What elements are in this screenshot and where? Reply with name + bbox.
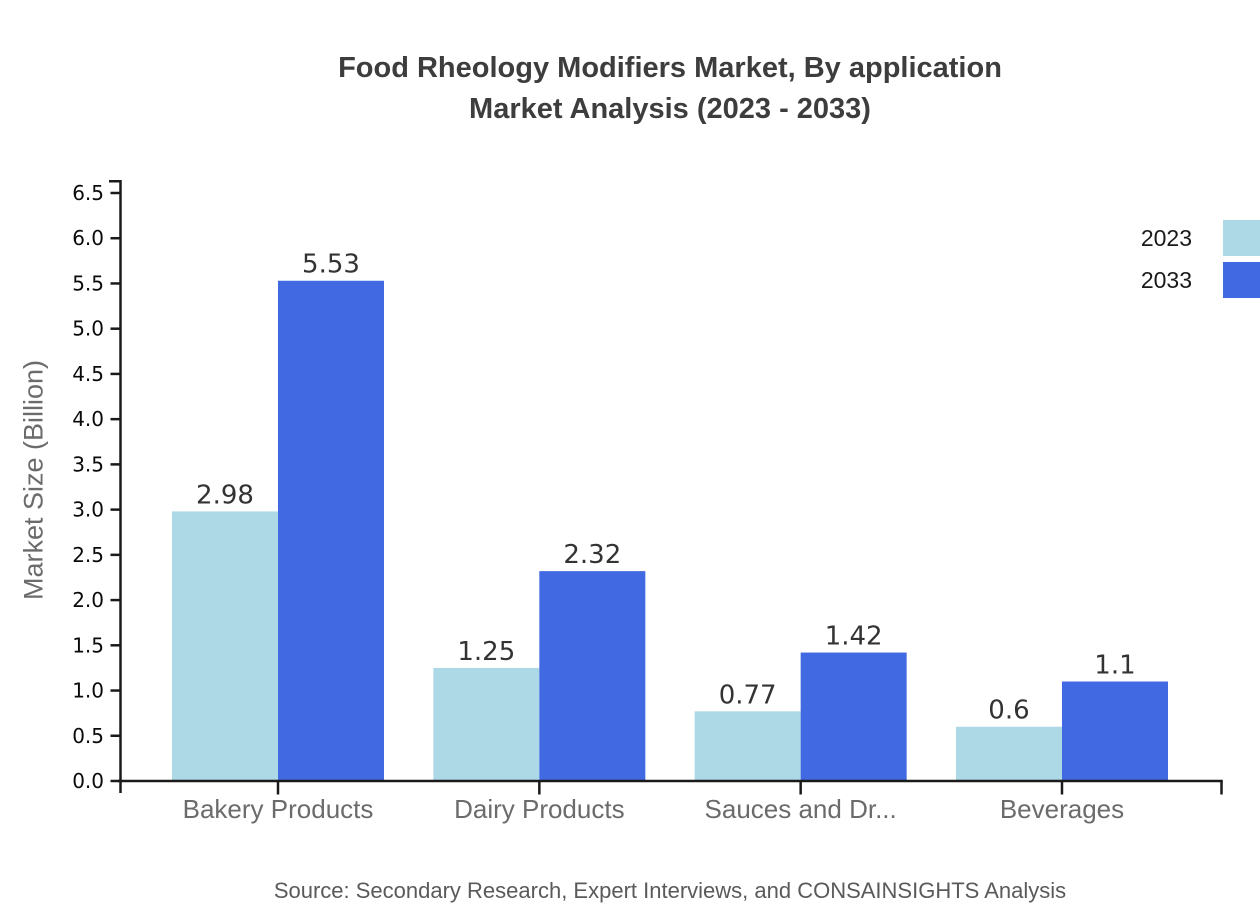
bar-2033-beverages: [1061, 681, 1168, 781]
chart-title-line2: Market Analysis (2023 - 2033): [469, 93, 871, 125]
y-axis-tick-label: 4.5: [72, 362, 104, 386]
value-label-2023: 2.98: [196, 480, 254, 510]
x-axis-category-label: Dairy Products: [454, 794, 625, 824]
legend-item-2023: 2023: [1141, 220, 1260, 256]
y-axis-tick-label: 6.5: [72, 181, 104, 205]
legend-item-2033: 2033: [1141, 262, 1260, 298]
bar-2023-dairy-products: [433, 667, 540, 781]
value-label-2033: 1.1: [1094, 650, 1135, 680]
legend: 2023 2033: [1141, 220, 1260, 304]
y-axis-tick-label: 1.0: [72, 679, 104, 703]
legend-label-2023: 2023: [1140, 224, 1192, 251]
y-axis-tick-label: 0.0: [72, 769, 104, 793]
bar-2033-dairy-products: [539, 571, 646, 781]
y-axis-tick-label: 3.0: [72, 498, 104, 522]
source-attribution: Source: Secondary Research, Expert Inter…: [273, 878, 1067, 903]
y-axis-tick-label: 3.5: [72, 452, 104, 476]
y-axis-tick-label: 4.0: [72, 407, 104, 431]
bar-2023-beverages: [955, 726, 1062, 781]
bar-2023-bakery-products: [172, 511, 278, 781]
value-label-2023: 0.77: [719, 680, 777, 710]
x-axis-category-label: Sauces and Dr...: [705, 794, 897, 824]
value-label-2023: 0.6: [988, 696, 1029, 726]
y-axis-title: Market Size (Billion): [18, 359, 49, 601]
y-axis-tick-label: 6.0: [72, 226, 104, 250]
legend-swatch-2023-icon: [1223, 220, 1260, 256]
value-label-2033: 5.53: [302, 250, 360, 280]
value-label-2033: 2.32: [563, 540, 621, 570]
chart-title: Food Rheology Modifiers Market, By appli…: [0, 48, 1260, 130]
bar-2033-bakery-products: [278, 280, 384, 781]
x-axis-category-label: Bakery Products: [183, 794, 374, 824]
legend-label-2033: 2033: [1140, 266, 1192, 293]
y-axis-tick-label: 5.0: [72, 317, 104, 341]
y-axis-tick-label: 2.5: [72, 543, 104, 567]
x-axis-category-label: Beverages: [1000, 794, 1124, 824]
y-axis-tick-label: 0.5: [72, 724, 104, 748]
chart-title-line1: Food Rheology Modifiers Market, By appli…: [338, 52, 1002, 84]
y-axis-tick-label: 5.5: [72, 271, 104, 295]
y-axis-tick-label: 2.0: [72, 588, 104, 612]
bar-2023-sauces-and-dr: [694, 711, 801, 781]
bar-2033-sauces-and-dr: [800, 652, 907, 781]
legend-swatch-2033-icon: [1223, 262, 1260, 298]
value-label-2033: 1.42: [825, 622, 883, 652]
value-label-2023: 1.25: [457, 637, 515, 667]
y-axis-tick-label: 1.5: [72, 633, 104, 657]
